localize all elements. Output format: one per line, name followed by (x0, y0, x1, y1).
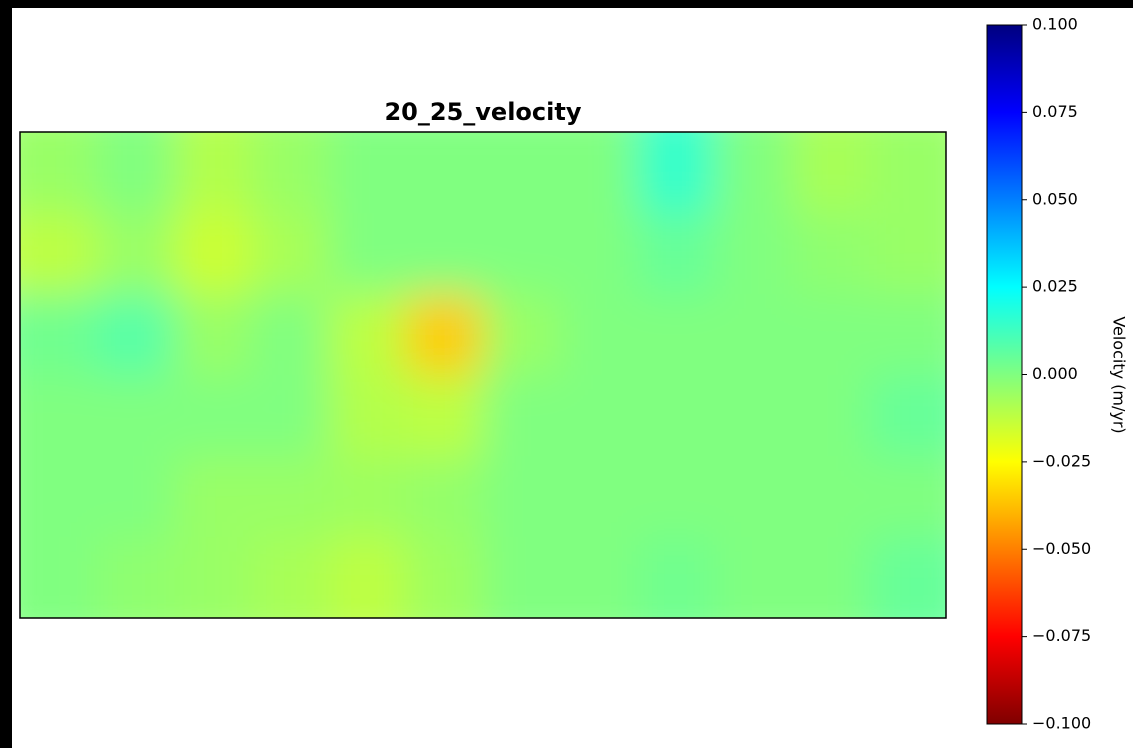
heatmap-cell (97, 132, 175, 214)
heatmap-cell (560, 375, 638, 457)
heatmap-cell (637, 132, 715, 214)
colorbar-tick-label: 0.100 (1032, 15, 1078, 34)
heatmap-cell (328, 537, 407, 618)
heatmap-cell (174, 213, 252, 295)
heatmap-cell (97, 213, 175, 295)
colorbar-tick-label: 0.025 (1032, 277, 1078, 296)
heatmap-cell (560, 294, 638, 376)
heatmap-cell (328, 294, 407, 376)
heatmap-cell (20, 132, 98, 214)
heatmap-cell (714, 213, 793, 295)
heatmap-cell (328, 132, 407, 214)
heatmap-cell (791, 537, 870, 618)
heatmap-cell (483, 294, 561, 376)
colorbar-tick-label: 0.050 (1032, 189, 1078, 208)
heatmap-cell (868, 375, 946, 457)
heatmap-cell (251, 537, 330, 618)
heatmap-cell (637, 375, 715, 457)
colorbar-tick-label: −0.025 (1032, 451, 1091, 470)
heatmap-cell (251, 213, 330, 295)
heatmap-cell (483, 375, 561, 457)
heatmap-cell (868, 213, 946, 295)
heatmap-cell (791, 213, 870, 295)
heatmap-cell (560, 213, 638, 295)
heatmap-cell (483, 132, 561, 214)
colorbar (986, 24, 1023, 725)
colorbar-tick-label: −0.075 (1032, 626, 1091, 645)
heatmap-cell (483, 537, 561, 618)
heatmap-cell (251, 132, 330, 214)
colorbar-tick-label: −0.050 (1032, 539, 1091, 558)
heatmap-cell (20, 456, 98, 538)
colorbar-tick-label: 0.000 (1032, 364, 1078, 383)
heatmap-cell (405, 132, 484, 214)
heatmap-cell (868, 294, 946, 376)
heatmap-cell (251, 456, 330, 538)
axes-frame (19, 131, 947, 619)
heatmap-cell (20, 537, 98, 618)
heatmap-cell (868, 456, 946, 538)
heatmap-cell (405, 213, 484, 295)
heatmap (20, 132, 946, 618)
heatmap-cell (328, 213, 407, 295)
heatmap-cell (714, 132, 793, 214)
heatmap-cell (174, 294, 252, 376)
heatmap-cell (20, 213, 98, 295)
heatmap-cell (97, 294, 175, 376)
heatmap-cell (251, 375, 330, 457)
heatmap-cell (714, 456, 793, 538)
heatmap-cell (328, 375, 407, 457)
heatmap-cell (868, 537, 946, 618)
colorbar-tick-label: −0.100 (1032, 714, 1091, 733)
heatmap-cell (714, 294, 793, 376)
colorbar-tick-label: 0.075 (1032, 102, 1078, 121)
heatmap-cell (97, 537, 175, 618)
heatmap-cell (174, 132, 252, 214)
heatmap-cell (791, 132, 870, 214)
heatmap-cell (714, 375, 793, 457)
heatmap-cell (405, 537, 484, 618)
heatmap-cell (174, 537, 252, 618)
heatmap-cell (97, 456, 175, 538)
heatmap-cell (405, 456, 484, 538)
heatmap-cell (20, 375, 98, 457)
heatmap-cell (97, 375, 175, 457)
heatmap-cell (560, 456, 638, 538)
heatmap-cell (637, 294, 715, 376)
heatmap-cell (714, 537, 793, 618)
colorbar-label: Velocity (m/yr) (1110, 316, 1129, 433)
heatmap-cell (868, 132, 946, 214)
heatmap-cell (20, 294, 98, 376)
chart-title: 20_25_velocity (384, 98, 581, 126)
heatmap-cell (483, 456, 561, 538)
heatmap-cell (251, 294, 330, 376)
heatmap-cell (328, 456, 407, 538)
heatmap-cell (637, 456, 715, 538)
heatmap-cell (637, 213, 715, 295)
heatmap-cell (791, 456, 870, 538)
heatmap-cell (483, 213, 561, 295)
heatmap-cell (791, 294, 870, 376)
heatmap-cell (637, 537, 715, 618)
heatmap-cell (405, 375, 484, 457)
heatmap-cell (174, 456, 252, 538)
heatmap-cell (560, 537, 638, 618)
heatmap-cell (791, 375, 870, 457)
heatmap-cell (560, 132, 638, 214)
heatmap-cell (405, 294, 484, 376)
heatmap-cell (174, 375, 252, 457)
